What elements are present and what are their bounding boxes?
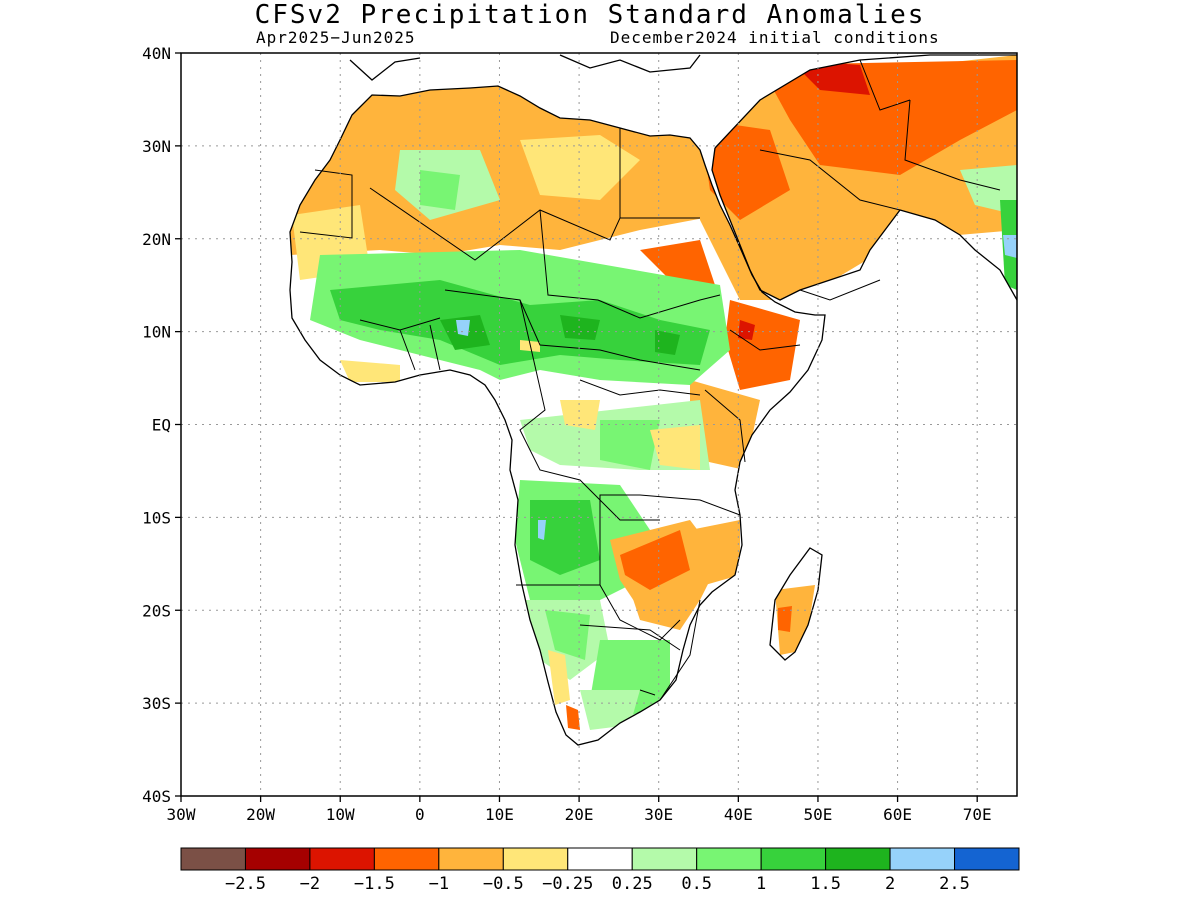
colorbar-label: −0.5: [483, 874, 524, 894]
colorbar-swatch: [825, 847, 891, 871]
anomaly-region: [690, 520, 740, 585]
colorbar-label: −2.5: [225, 874, 266, 894]
colorbar: −2.5 −2 −1.5 −1 −0.5 −0.25 0.25 0.5 1 1.5 2 2.5: [180, 847, 1020, 894]
lat-tick-label: 40N: [142, 44, 171, 63]
colorbar-label: 0.5: [681, 874, 712, 894]
colorbar-swatch: [180, 847, 246, 871]
anomaly-region: [330, 280, 710, 365]
anomaly-region: [420, 170, 460, 210]
colorbar-label: −2: [300, 874, 320, 894]
anomaly-region: [640, 240, 715, 290]
anomaly-region: [548, 650, 570, 705]
lat-tick-label: 30N: [142, 137, 171, 156]
colorbar-swatch: [954, 847, 1020, 871]
lon-tick-label: 40E: [724, 805, 753, 824]
anomaly-region: [545, 610, 590, 660]
lat-tick-label: 20N: [142, 230, 171, 249]
colorbar-swatch: [438, 847, 504, 871]
valid-period-label: Apr2025−Jun2025: [256, 28, 416, 47]
anomaly-region: [655, 330, 680, 355]
lat-tick-label: EQ: [152, 416, 171, 435]
anomaly-region: [620, 530, 690, 590]
lon-tick-label: 30E: [644, 805, 673, 824]
lat-tick-label: 20S: [142, 601, 171, 620]
anomaly-region: [738, 320, 755, 340]
anomaly-region: [456, 320, 470, 336]
lat-tick-label: 10N: [142, 323, 171, 342]
colorbar-label: −1.5: [354, 874, 395, 894]
anomaly-region: [560, 315, 600, 340]
colorbar-label: 1.5: [810, 874, 841, 894]
longitude-axis: 30W 20W 10W 0 10E 20E 30E 40E 50E 60E 70E: [167, 796, 992, 824]
lat-tick-label: 10S: [142, 508, 171, 527]
lon-tick-label: 0: [415, 805, 425, 824]
lon-tick-label: 10W: [326, 805, 355, 824]
anomaly-region: [630, 590, 690, 630]
lon-tick-label: 60E: [883, 805, 912, 824]
latitude-axis: 40N 30N 20N 10N EQ 10S 20S 30S 40S: [142, 44, 181, 806]
coastlines: [289, 54, 1017, 746]
lon-tick-label: 50E: [803, 805, 832, 824]
colorbar-swatch: [502, 847, 569, 871]
anomaly-region: [600, 420, 660, 470]
colorbar-label: 2.5: [939, 874, 970, 894]
anomaly-region: [690, 380, 760, 470]
anomaly-region: [340, 360, 400, 382]
anomaly-region: [520, 135, 640, 200]
anomaly-field: [290, 55, 1017, 730]
gridlines: [181, 53, 1017, 796]
anomaly-region: [530, 500, 600, 575]
colorbar-label: 1: [756, 874, 766, 894]
colorbar-swatch: [244, 847, 311, 871]
colorbar-label: −1: [429, 874, 449, 894]
anomaly-region: [700, 120, 790, 220]
lat-tick-label: 30S: [142, 694, 171, 713]
colorbar-swatch: [567, 847, 633, 871]
colorbar-swatch: [889, 847, 956, 871]
map-title: CFSv2 Precipitation Standard Anomalies: [254, 0, 926, 30]
anomaly-region: [778, 606, 792, 632]
anomaly-region: [650, 425, 700, 470]
anomaly-region: [560, 400, 600, 430]
lon-tick-label: 20W: [246, 805, 275, 824]
colorbar-swatch: [373, 847, 440, 871]
lon-tick-label: 70E: [963, 805, 992, 824]
anomaly-region: [290, 85, 720, 255]
colorbar-swatch: [631, 847, 698, 871]
initial-conditions-label: December2024 initial conditions: [610, 28, 940, 47]
lon-tick-label: 10E: [485, 805, 514, 824]
colorbar-label: −0.25: [542, 874, 593, 894]
anomaly-region: [538, 520, 546, 540]
anomaly-region: [1003, 235, 1017, 258]
lon-tick-label: 30W: [167, 805, 196, 824]
lat-tick-label: 40S: [142, 787, 171, 806]
anomaly-region: [566, 705, 580, 730]
lon-tick-label: 20E: [565, 805, 594, 824]
country-borders: [299, 59, 1001, 701]
colorbar-swatch: [760, 847, 827, 871]
colorbar-swatch: [309, 847, 375, 871]
colorbar-label: 2: [885, 874, 895, 894]
colorbar-swatch: [696, 847, 762, 871]
colorbar-label: 0.25: [612, 874, 653, 894]
